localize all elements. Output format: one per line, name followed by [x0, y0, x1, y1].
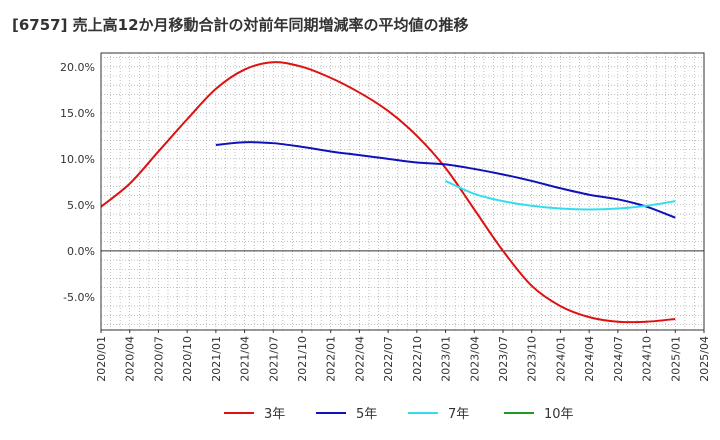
legend-label-3: 7年	[448, 407, 469, 422]
x-tick-label: 2025/01	[669, 336, 682, 382]
legend: 3年 5年 7年 10年	[224, 407, 574, 422]
x-tick-label: 2020/04	[124, 336, 137, 382]
x-tick-label: 2024/07	[612, 336, 625, 382]
plot-area	[101, 53, 704, 330]
x-tick-label: 2023/04	[468, 336, 481, 382]
series-layer	[100, 61, 676, 324]
y-tick-label: 10.0%	[60, 153, 95, 166]
legend-label-1: 3年	[264, 407, 285, 422]
x-tick-label: 2020/10	[181, 336, 194, 382]
x-tick-label: 2022/10	[411, 336, 424, 382]
y-tick-label: 0.0%	[67, 245, 95, 258]
x-tick-label: 2022/07	[382, 336, 395, 382]
x-tick-label: 2020/07	[152, 336, 165, 382]
y-tick-label: -5.0%	[63, 291, 95, 304]
x-tick-label: 2024/04	[583, 336, 596, 382]
chart-title: [6757] 売上高12か月移動合計の対前年同期増減率の平均値の推移	[12, 16, 469, 34]
x-tick-label: 2022/01	[325, 336, 338, 382]
legend-label-2: 5年	[356, 407, 377, 422]
x-tick-label: 2022/04	[353, 336, 366, 382]
x-tick-label: 2025/04	[698, 336, 711, 382]
y-tick-label: 15.0%	[60, 107, 95, 120]
x-tick-label: 2023/07	[497, 336, 510, 382]
y-tick-label: 20.0%	[60, 61, 95, 74]
x-tick-label: 2024/01	[554, 336, 567, 382]
x-axis: 2020/01 2020/04 2020/07 2020/10 2021/01 2021/…	[95, 330, 711, 382]
plot-frame	[100, 52, 705, 331]
x-tick-label: 2021/10	[296, 336, 309, 382]
y-tick-label: 5.0%	[67, 199, 95, 212]
x-tick-label: 2021/07	[267, 336, 280, 382]
x-tick-label: 2023/10	[526, 336, 539, 382]
x-tick-label: 2021/01	[210, 336, 223, 382]
legend-label-4: 10年	[544, 407, 574, 422]
x-tick-label: 2024/10	[641, 336, 654, 382]
series-line-2	[215, 141, 676, 219]
series-line-3	[445, 180, 676, 211]
x-tick-label: 2020/01	[95, 336, 108, 382]
y-axis: -5.0% 0.0% 5.0% 10.0% 15.0% 20.0%	[60, 61, 95, 304]
x-tick-label: 2021/04	[239, 336, 252, 382]
series-line-1	[100, 61, 676, 324]
x-tick-label: 2023/01	[440, 336, 453, 382]
